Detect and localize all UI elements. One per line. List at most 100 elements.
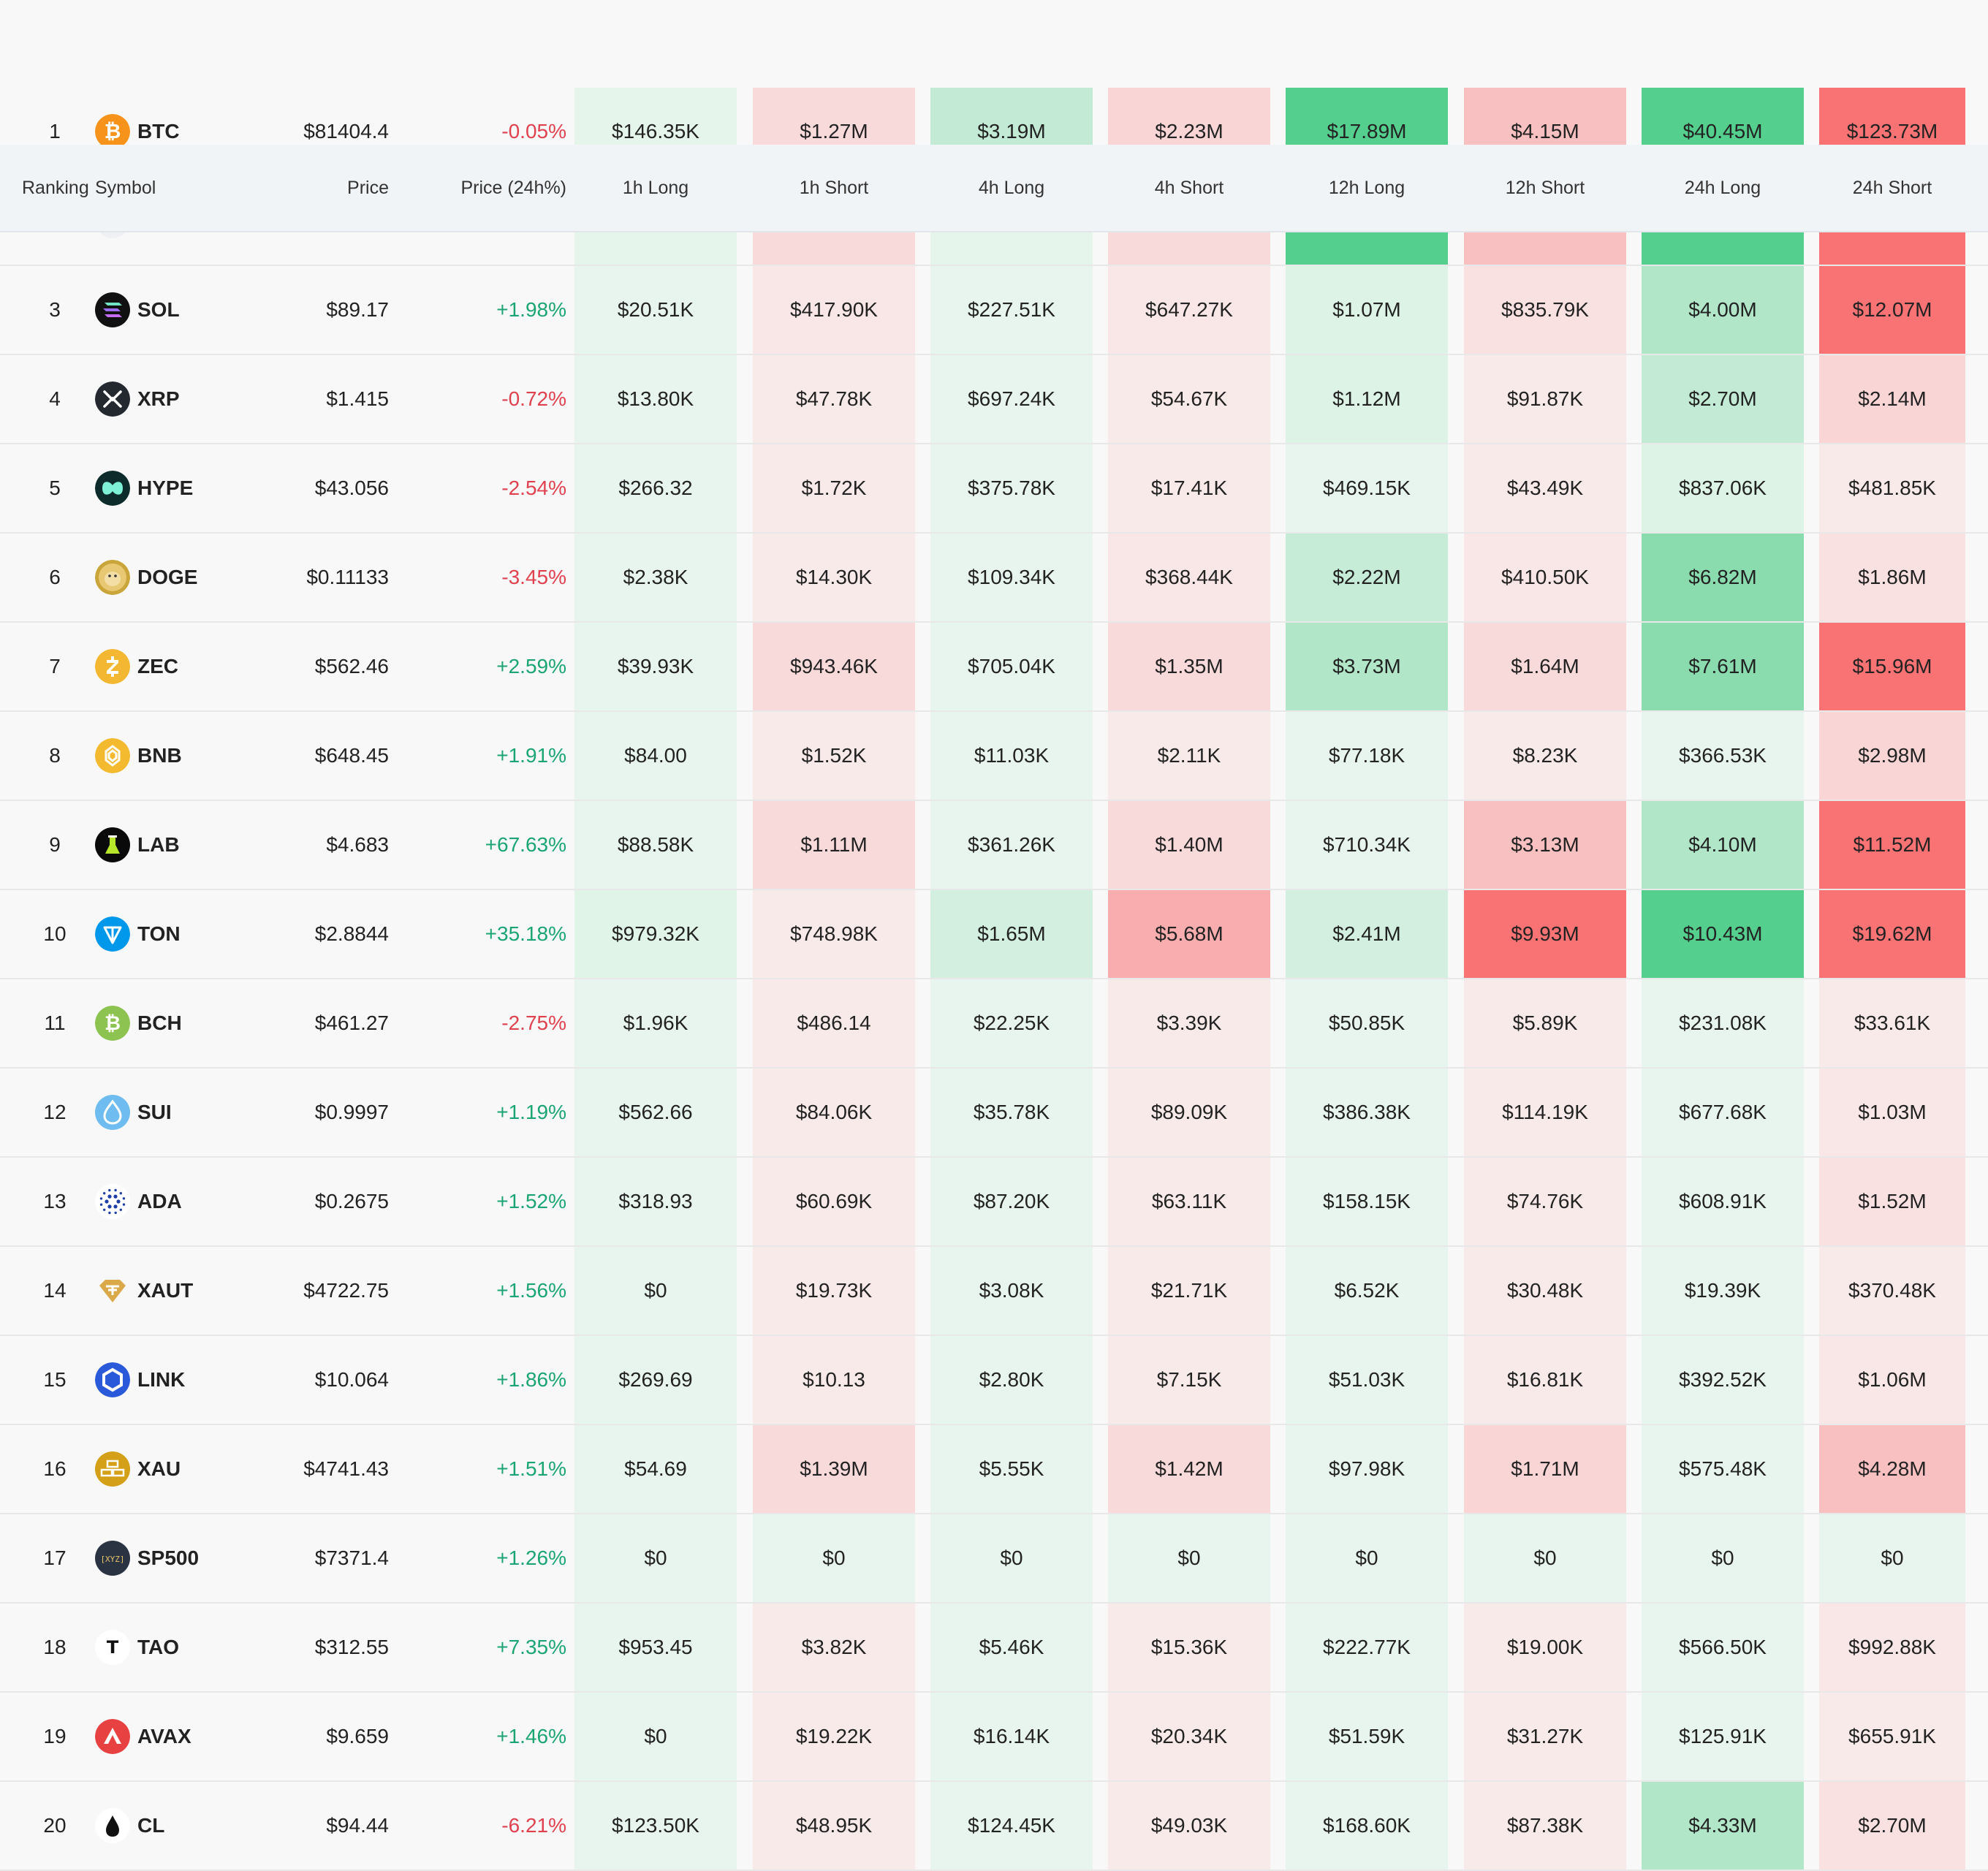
liquidation-value-cell: $63.11K <box>1108 1158 1270 1245</box>
header-24h-long[interactable]: 24h Long <box>1684 177 1761 198</box>
symbol-cell[interactable]: ₿ BCH <box>95 979 270 1067</box>
price-cell: $9.659 <box>326 1725 389 1747</box>
liquidation-value-cell: $566.50K <box>1642 1604 1804 1691</box>
symbol-cell[interactable]: TON <box>95 890 270 978</box>
header-4h-long[interactable]: 4h Long <box>978 177 1045 198</box>
rank-cell: 6 <box>49 566 61 588</box>
liquidation-value-cell: $1.40M <box>1108 801 1270 889</box>
symbol-cell[interactable]: ₿ BTC <box>95 88 270 175</box>
symbol-name: ZEC <box>137 655 178 678</box>
table-row[interactable]: 3 SOL $89.17 +1.98% $20.51K $417.90K $227.51K $… <box>0 266 1988 355</box>
table-row[interactable]: 11 ₿ BCH $461.27 -2.75% $1.96K $486.14 $22.25K $… <box>0 979 1988 1069</box>
liquidation-value-cell: $84.00 <box>574 712 737 800</box>
liquidation-value-cell: $1.07M <box>1286 266 1448 354</box>
header-price-change[interactable]: Price (24h%) <box>460 177 567 198</box>
header-ranking[interactable]: Ranking <box>22 177 89 198</box>
liquidation-value-cell: $2.14M <box>1819 355 1965 443</box>
liquidation-value-cell: $1.52K <box>753 712 915 800</box>
liquidation-value-cell: $43.49K <box>1464 444 1626 532</box>
bitcoin-cash-icon: ₿ <box>95 1006 130 1041</box>
liquidation-value-cell: $655.91K <box>1819 1693 1965 1780</box>
liquidation-value-cell: $54.67K <box>1108 355 1270 443</box>
liquidation-value-cell: $97.98K <box>1286 1425 1448 1513</box>
liquidation-value-cell: $0 <box>574 1514 737 1602</box>
symbol-cell[interactable]: XRP <box>95 355 270 443</box>
liquidation-value-cell: $35.78K <box>930 1069 1093 1156</box>
symbol-cell[interactable]: SOL <box>95 266 270 354</box>
table-row[interactable]: 1 ₿ BTC $81404.4 -0.05% $146.35K $1.27M $3.19M $… <box>0 88 1988 177</box>
symbol-cell[interactable]: SUI <box>95 1069 270 1156</box>
price-cell: $312.55 <box>314 1636 389 1658</box>
table-row[interactable]: 6 DOGE $0.11133 -3.45% $2.38K $14.30K $109.34K… <box>0 534 1988 623</box>
table-row[interactable]: 8 BNB $648.45 +1.91% $84.00 $1.52K $11.03K $2.1… <box>0 712 1988 801</box>
header-24h-short[interactable]: 24h Short <box>1852 177 1932 198</box>
svg-text:[XYZ]: [XYZ] <box>100 1555 124 1564</box>
symbol-cell[interactable]: ZEC <box>95 623 270 710</box>
symbol-cell[interactable]: ADA <box>95 1158 270 1245</box>
header-12h-long[interactable]: 12h Long <box>1328 177 1405 198</box>
symbol-name: AVAX <box>137 1725 191 1747</box>
bitcoin-icon: ₿ <box>95 114 130 149</box>
liquidation-value-cell: $677.68K <box>1642 1069 1804 1156</box>
rank-cell: 13 <box>43 1190 67 1212</box>
liquidation-value-cell: $11.03K <box>930 712 1093 800</box>
liquidation-value-cell: $1.52M <box>1819 1158 1965 1245</box>
table-row[interactable]: 12 SUI $0.9997 +1.19% $562.66 $84.06K $35.78K $… <box>0 1069 1988 1158</box>
price-cell: $648.45 <box>314 744 389 767</box>
symbol-cell[interactable]: CL <box>95 1782 270 1870</box>
table-row[interactable]: 5 HYPE $43.056 -2.54% $266.32 $1.72K $375.78K $… <box>0 444 1988 534</box>
symbol-cell[interactable]: XAUT <box>95 1247 270 1335</box>
symbol-cell[interactable]: T TAO <box>95 1604 270 1691</box>
symbol-name: TON <box>137 922 181 945</box>
table-row[interactable]: 20 CL $94.44 -6.21% $123.50K $48.95K $124.45K $… <box>0 1782 1988 1871</box>
symbol-cell[interactable]: AVAX <box>95 1693 270 1780</box>
table-row[interactable]: 18 T TAO $312.55 +7.35% $953.45 $3.82K $5.46K $1… <box>0 1604 1988 1693</box>
table-row[interactable]: 10 TON $2.8844 +35.18% $979.32K $748.98K $1.65… <box>0 890 1988 979</box>
price-cell: $4722.75 <box>303 1279 389 1302</box>
symbol-cell[interactable]: HYPE <box>95 444 270 532</box>
symbol-cell[interactable]: [XYZ] SP500 <box>95 1514 270 1602</box>
liquidation-value-cell: $15.96M <box>1819 623 1965 710</box>
liquidation-value-cell: $3.82K <box>753 1604 915 1691</box>
lab-icon <box>95 827 130 862</box>
liquidation-value-cell: $1.96K <box>574 979 737 1067</box>
cardano-icon <box>95 1184 130 1219</box>
table-row[interactable]: 17 [XYZ] SP500 $7371.4 +1.26% $0 $0 $0 $0 $0 $0 $0 $… <box>0 1514 1988 1604</box>
header-1h-short[interactable]: 1h Short <box>799 177 869 198</box>
header-price[interactable]: Price <box>347 177 389 198</box>
header-12h-short[interactable]: 12h Short <box>1505 177 1585 198</box>
liquidation-value-cell: $16.81K <box>1464 1336 1626 1424</box>
symbol-cell[interactable]: LAB <box>95 801 270 889</box>
rank-cell: 19 <box>43 1725 67 1747</box>
liquidation-value-cell: $2.70M <box>1819 1782 1965 1870</box>
liquidation-value-cell: $469.15K <box>1286 444 1448 532</box>
table-row[interactable]: 4 XRP $1.415 -0.72% $13.80K $47.78K $697.24K $5… <box>0 355 1988 444</box>
table-row[interactable]: 7 ZEC $562.46 +2.59% $39.93K $943.46K $705.04K… <box>0 623 1988 712</box>
header-symbol[interactable]: Symbol <box>95 177 156 198</box>
symbol-cell[interactable]: BNB <box>95 712 270 800</box>
table-row[interactable]: 13 ADA $0.2675 +1.52% $318.93 $60.69K $87.20K $… <box>0 1158 1988 1247</box>
symbol-cell[interactable]: DOGE <box>95 534 270 621</box>
liquidation-value-cell: $0 <box>930 1514 1093 1602</box>
price-cell: $0.9997 <box>314 1101 389 1123</box>
symbol-cell[interactable]: LINK <box>95 1336 270 1424</box>
table-row[interactable]: 9 LAB $4.683 +67.63% $88.58K $1.11M $361.26K $1… <box>0 801 1988 890</box>
liquidation-value-cell: $1.64M <box>1464 623 1626 710</box>
table-row[interactable]: 19 AVAX $9.659 +1.46% $0 $19.22K $16.14K $20.34… <box>0 1693 1988 1782</box>
rank-cell: 15 <box>43 1368 67 1391</box>
rank-cell: 8 <box>49 744 61 767</box>
liquidation-value-cell: $375.78K <box>930 444 1093 532</box>
header-4h-short[interactable]: 4h Short <box>1154 177 1224 198</box>
symbol-cell[interactable]: XAU <box>95 1425 270 1513</box>
table-row[interactable]: 15 LINK $10.064 +1.86% $269.69 $10.13 $2.80K $7… <box>0 1336 1988 1425</box>
liquidation-value-cell: $2.70M <box>1642 355 1804 443</box>
liquidation-value-cell: $366.53K <box>1642 712 1804 800</box>
liquidation-value-cell: $5.46K <box>930 1604 1093 1691</box>
symbol-name: XRP <box>137 387 180 410</box>
liquidation-value-cell: $51.03K <box>1286 1336 1448 1424</box>
header-1h-long[interactable]: 1h Long <box>622 177 689 198</box>
table-row[interactable]: 16 XAU $4741.43 +1.51% $54.69 $1.39M $5.55K $1.… <box>0 1425 1988 1514</box>
liquidation-value-cell: $54.69 <box>574 1425 737 1513</box>
table-row[interactable]: 14 XAUT $4722.75 +1.56% $0 $19.73K $3.08K $21.7… <box>0 1247 1988 1336</box>
price-cell: $89.17 <box>326 298 389 321</box>
